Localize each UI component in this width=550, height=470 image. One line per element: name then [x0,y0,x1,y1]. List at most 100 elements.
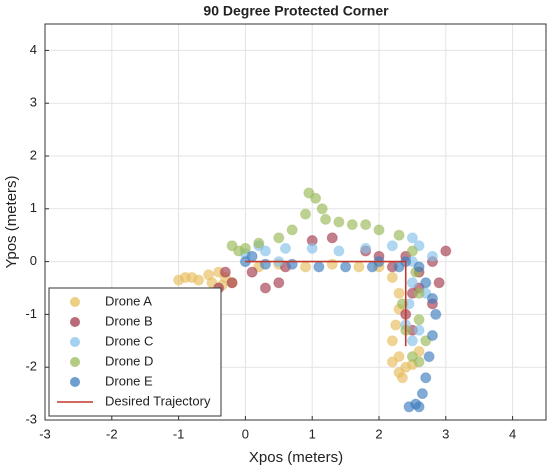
legend-marker [70,357,80,367]
data-point [406,277,418,289]
data-point [416,388,428,400]
legend-label: Drone A [105,293,152,308]
data-point [273,277,285,289]
chart-title: 90 Degree Protected Corner [203,3,389,19]
data-point [246,266,258,278]
data-point [193,274,205,286]
trajectory-line [245,260,407,347]
data-point [426,250,438,262]
x-tick-label: -1 [173,426,185,441]
y-tick-label: -3 [25,411,37,426]
data-point [406,335,418,347]
data-point [420,277,432,289]
data-point [373,224,385,236]
y-tick-label: 1 [30,200,37,215]
plot-frame [44,23,547,421]
x-tick-label: 3 [442,426,449,441]
legend-marker [70,297,80,307]
data-point [433,277,445,289]
data-point [413,324,425,336]
legend-label: Drone C [105,333,153,348]
data-point [310,192,322,204]
data-point [360,219,372,231]
data-point [326,258,338,270]
x-tick-label: -2 [106,426,118,441]
y-tick-label: 2 [30,147,37,162]
data-point [279,242,291,254]
data-point [320,213,332,225]
data-point [286,224,298,236]
data-point [413,401,425,413]
data-point [303,187,315,199]
legend: Drone A Drone B Drone C Drone D Drone E Desir… [48,287,222,417]
x-tick-label: 2 [375,426,382,441]
data-point [426,293,438,305]
legend-label: Desired Trajectory [105,393,211,408]
data-point [333,216,345,228]
data-point [300,208,312,220]
data-point [386,335,398,347]
data-point [353,261,365,273]
data-point [393,229,405,241]
x-axis-label: Xpos (meters) [249,449,343,466]
data-point [253,237,265,249]
data-point [406,232,418,244]
legend-label: Drone E [105,373,153,388]
data-point [413,240,425,252]
y-tick-label: 3 [30,95,37,110]
data-point [226,240,238,252]
y-axis-label: Ypos (meters) [3,175,20,268]
x-tick-label: 0 [242,426,249,441]
data-point [406,351,418,363]
data-point [360,242,372,254]
data-point [306,242,318,254]
data-point [273,232,285,244]
legend-marker [70,377,80,387]
data-point [396,372,408,384]
data-point [413,345,425,357]
data-point [390,319,402,331]
data-point [286,258,298,270]
data-point [423,351,435,363]
data-point [413,356,425,368]
x-tick-label: -3 [39,426,51,441]
data-point [413,287,425,299]
data-point [259,258,271,270]
data-point [420,372,432,384]
data-point [259,282,271,294]
legend-label: Drone D [105,353,153,368]
data-point [340,261,352,273]
data-point [386,271,398,283]
y-tick-label: -1 [25,306,37,321]
data-point [316,203,328,215]
x-tick-label: 4 [509,426,516,441]
y-tick-label: 0 [30,253,37,268]
data-point [403,401,415,413]
data-point [313,261,325,273]
data-point [239,242,251,254]
data-point [246,250,258,262]
y-tick-label: -2 [25,359,37,374]
data-point [386,240,398,252]
data-point [406,245,418,257]
data-point [420,335,432,347]
data-point [426,330,438,342]
data-point [300,261,312,273]
data-point [430,308,442,320]
data-point [346,219,358,231]
data-point [413,261,425,273]
legend-marker [70,317,80,327]
data-point [393,287,405,299]
data-point [326,232,338,244]
data-point [226,277,238,289]
legend-label: Drone B [105,313,153,328]
data-point [413,314,425,326]
legend-marker [70,337,80,347]
data-point [219,266,231,278]
data-point [259,245,271,257]
data-point [386,356,398,368]
y-tick-label: 4 [30,42,37,57]
legend-box [48,287,222,417]
data-point [333,245,345,257]
